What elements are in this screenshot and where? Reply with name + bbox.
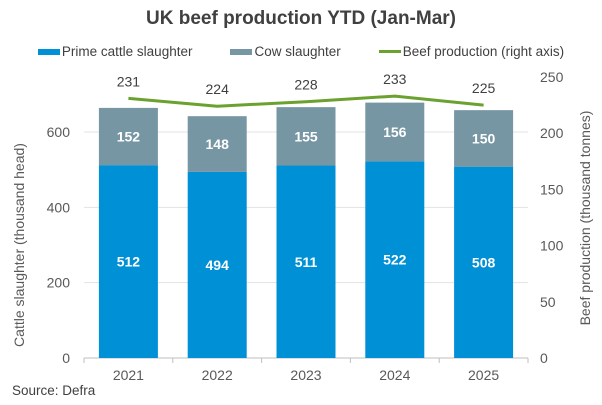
x-tick-label: 2021 <box>113 367 144 383</box>
bar-prime-2021 <box>98 165 158 358</box>
x-tick-label: 2022 <box>202 367 233 383</box>
y-tick-right: 150 <box>540 181 564 197</box>
y-axis-title-right: Beef production (thousand tonnes) <box>577 111 593 326</box>
y-tick-right: 50 <box>540 294 556 310</box>
y-tick-right: 200 <box>540 125 564 141</box>
label-prime: 512 <box>117 254 141 270</box>
legend-item-beef: Beef production (right axis) <box>378 44 565 59</box>
legend-swatch-prime <box>37 48 60 55</box>
bar-prime-2023 <box>276 165 336 358</box>
legend-item-cow: Cow slaughter <box>230 44 341 59</box>
label-beef: 231 <box>117 73 141 89</box>
label-prime: 494 <box>206 257 230 273</box>
legend: Prime cattle slaughter Cow slaughter Bee… <box>0 44 602 59</box>
label-beef: 228 <box>294 77 318 93</box>
label-prime: 522 <box>383 252 407 268</box>
chart-title: UK beef production YTD (Jan-Mar) <box>146 8 456 29</box>
y-axis-title-left: Cattle slaughter (thousand head) <box>11 143 27 347</box>
x-tick-label: 2025 <box>468 367 499 383</box>
bar-cow-2021 <box>98 107 158 166</box>
legend-swatch-cow <box>230 48 253 55</box>
bar-cow-2025 <box>454 110 514 167</box>
y-tick-left: 600 <box>47 124 71 140</box>
source-note: Source: Defra <box>12 383 96 398</box>
y-tick-right: 100 <box>540 238 564 254</box>
label-cow: 152 <box>117 129 141 145</box>
x-tick-label: 2024 <box>379 367 410 383</box>
bar-cow-2022 <box>187 116 247 172</box>
legend-label-cow: Cow slaughter <box>254 44 341 59</box>
label-prime: 508 <box>472 254 496 270</box>
bar-cow-2024 <box>365 102 425 162</box>
legend-label-beef: Beef production (right axis) <box>402 44 565 59</box>
x-tick-label: 2023 <box>290 367 321 383</box>
legend-swatch-beef <box>378 50 401 53</box>
label-beef: 233 <box>383 71 407 87</box>
bar-prime-2022 <box>187 171 247 358</box>
label-cow: 156 <box>383 124 407 140</box>
bar-cow-2023 <box>276 107 336 166</box>
label-beef: 225 <box>472 80 496 96</box>
beef-production-line <box>128 94 484 108</box>
y-tick-left: 200 <box>47 275 71 291</box>
y-tick-left: 400 <box>47 199 71 215</box>
label-cow: 150 <box>472 130 496 146</box>
label-prime: 511 <box>295 254 318 270</box>
legend-item-prime: Prime cattle slaughter <box>37 44 193 59</box>
label-cow: 155 <box>294 128 318 144</box>
label-cow: 148 <box>206 136 230 152</box>
bar-prime-2025 <box>454 166 514 358</box>
bar-prime-2024 <box>365 161 425 358</box>
legend-label-prime: Prime cattle slaughter <box>61 44 193 59</box>
y-tick-right: 0 <box>540 350 548 366</box>
y-tick-right: 250 <box>540 69 564 85</box>
label-beef: 224 <box>206 81 230 97</box>
y-tick-left: 0 <box>62 350 70 366</box>
